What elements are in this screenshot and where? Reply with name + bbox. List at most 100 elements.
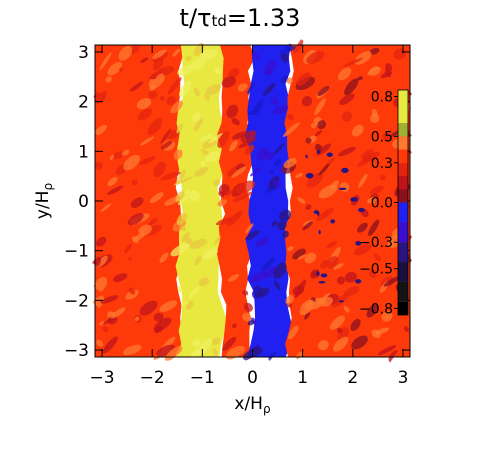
heatmap-texture <box>316 208 334 222</box>
heatmap-texture <box>357 207 365 213</box>
heatmap-texture <box>228 68 240 79</box>
heatmap-texture <box>343 306 350 313</box>
heatmap-texture <box>305 172 314 179</box>
heatmap-texture <box>95 236 107 247</box>
heatmap-texture <box>326 152 333 157</box>
heatmap-texture <box>357 155 373 167</box>
heatmap-texture <box>140 136 155 146</box>
heatmap-texture <box>314 98 326 116</box>
heatmap-texture <box>100 295 119 304</box>
heatmap-texture <box>208 133 224 144</box>
x-tick-label: −1 <box>190 368 215 388</box>
heatmap-texture <box>329 315 345 330</box>
colorbar-segment <box>398 202 408 223</box>
colorbar-segment <box>398 281 408 302</box>
heatmap-texture <box>111 151 125 160</box>
x-tick-label: 0 <box>247 368 258 388</box>
heatmap-texture <box>336 276 346 285</box>
heatmap-texture <box>124 243 132 254</box>
heatmap-texture <box>156 344 176 357</box>
heatmap-texture <box>226 210 243 227</box>
heatmap-texture <box>214 67 222 75</box>
heatmap-texture <box>337 67 352 81</box>
heatmap-texture <box>271 220 277 227</box>
heatmap-texture <box>221 76 236 88</box>
heatmap-texture <box>172 48 180 57</box>
heatmap-texture <box>226 104 239 118</box>
heatmap-texture <box>118 45 133 61</box>
heatmap-band <box>174 45 227 357</box>
heatmap-texture <box>166 96 177 105</box>
heatmap-texture <box>350 197 358 202</box>
heatmap-texture <box>188 286 200 299</box>
heatmap-texture <box>107 185 124 195</box>
heatmap-texture <box>283 157 297 169</box>
heatmap-texture <box>192 112 201 123</box>
heatmap-texture <box>306 51 325 64</box>
heatmap-texture <box>263 150 274 161</box>
heatmap-texture <box>269 169 274 174</box>
heatmap-texture <box>159 300 177 312</box>
heatmap-texture <box>270 97 279 106</box>
y-axis-label: y/Hρ <box>33 183 55 219</box>
y-axis-label-subscript: ρ <box>41 183 55 191</box>
heatmap-texture <box>255 287 270 298</box>
heatmap-texture <box>190 238 207 249</box>
heatmap-texture <box>214 235 221 245</box>
heatmap-texture <box>152 49 167 60</box>
colorbar-tick-label: −0.5 <box>359 262 393 278</box>
heatmap-texture <box>273 104 289 115</box>
y-tick-label: 0 <box>78 192 89 212</box>
heatmap-texture <box>173 176 193 186</box>
heatmap-texture <box>192 338 201 348</box>
heatmap-texture <box>368 268 377 278</box>
heatmap-texture <box>212 348 219 357</box>
heatmap-texture <box>189 59 206 71</box>
heatmap-texture <box>255 237 270 247</box>
heatmap-texture <box>198 277 210 286</box>
heatmap-texture <box>326 241 337 249</box>
x-tick-label: −3 <box>89 368 114 388</box>
colorbar-segment <box>398 136 408 150</box>
heatmap-texture <box>318 230 321 235</box>
heatmap-texture <box>177 286 183 293</box>
heatmap-texture <box>344 78 359 96</box>
heatmap-texture <box>333 263 344 270</box>
colorbar-segment <box>398 162 408 177</box>
heatmap-texture <box>149 84 156 91</box>
heatmap-texture <box>148 73 165 89</box>
heatmap-texture <box>180 301 189 306</box>
heatmap-texture <box>153 161 166 178</box>
heatmap-texture <box>193 42 205 57</box>
heatmap-texture <box>130 197 144 208</box>
heatmap-texture <box>94 161 103 170</box>
heatmap-texture <box>261 257 275 272</box>
heatmap-texture <box>336 327 343 334</box>
heatmap-texture <box>310 123 316 129</box>
heatmap-texture <box>377 345 397 356</box>
heatmap-texture <box>403 326 409 332</box>
colorbar-tick-label: 0.5 <box>371 129 393 145</box>
heatmap-texture <box>227 274 240 282</box>
heatmap-texture <box>248 109 256 116</box>
colorbar-tick-label: 0.3 <box>371 156 393 172</box>
heatmap-texture <box>313 210 319 214</box>
heatmap-texture <box>288 325 299 340</box>
heatmap-texture <box>370 113 380 123</box>
heatmap-texture <box>102 326 109 333</box>
y-tick-label: 2 <box>78 93 89 113</box>
colorbar-segment <box>398 242 408 263</box>
heatmap-texture <box>292 285 305 296</box>
heatmap-texture <box>317 120 327 130</box>
heatmap-texture <box>320 260 329 270</box>
heatmap-texture <box>247 320 255 326</box>
heatmap-texture <box>262 83 276 96</box>
heatmap-texture <box>218 184 230 196</box>
x-tick-label: 2 <box>347 368 358 388</box>
heatmap-texture <box>292 248 306 260</box>
heatmap-texture <box>136 98 152 110</box>
heatmap-texture <box>178 80 192 98</box>
heatmap-texture <box>159 252 169 263</box>
heatmap-texture <box>212 337 221 345</box>
